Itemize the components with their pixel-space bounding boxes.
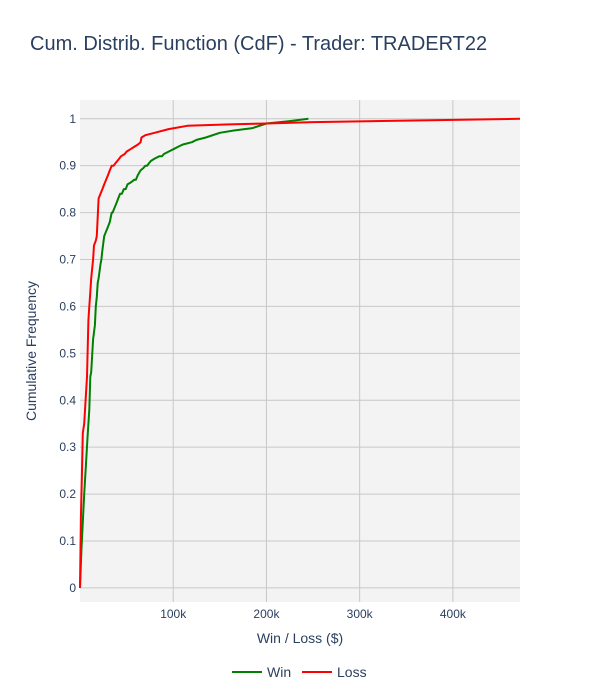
- x-tick-label: 300k: [347, 607, 374, 621]
- x-tick-labels: 100k 200k 300k 400k: [160, 607, 467, 621]
- y-tick-label: 0.7: [59, 253, 76, 267]
- series-line-loss: [79, 117, 521, 588]
- y-tick-labels: 0 0.1 0.2 0.3 0.4 0.5 0.6 0.7 0.8 0.9 1: [59, 112, 76, 595]
- plot-background: [80, 100, 520, 602]
- y-tick-label: 1: [69, 112, 76, 126]
- y-tick-label: 0.5: [59, 346, 76, 360]
- series-line-win: [79, 117, 309, 588]
- chart-title: Cum. Distrib. Function (CdF) - Trader: T…: [30, 33, 487, 55]
- x-tick-label: 200k: [253, 607, 280, 621]
- y-tick-label: 0.8: [59, 206, 76, 220]
- y-tick-label: 0: [69, 581, 76, 595]
- y-tick-label: 0.1: [59, 534, 76, 548]
- y-tick-label: 0.9: [59, 159, 76, 173]
- y-tick-label: 0.6: [59, 299, 76, 313]
- x-tick-label: 400k: [440, 607, 467, 621]
- series-layer: [79, 117, 521, 588]
- legend-label-loss: Loss: [337, 664, 367, 680]
- y-tick-label: 0.4: [59, 393, 76, 407]
- y-axis-title: Cumulative Frequency: [23, 281, 39, 421]
- y-gridlines: [80, 118, 520, 589]
- y-tick-label: 0.2: [59, 487, 76, 501]
- x-gridlines: [172, 100, 454, 602]
- x-tick-label: 100k: [160, 607, 187, 621]
- x-axis-title: Win / Loss ($): [257, 630, 343, 646]
- legend-label-win: Win: [267, 664, 291, 680]
- legend: Win Loss: [232, 664, 367, 680]
- y-tick-label: 0.3: [59, 440, 76, 454]
